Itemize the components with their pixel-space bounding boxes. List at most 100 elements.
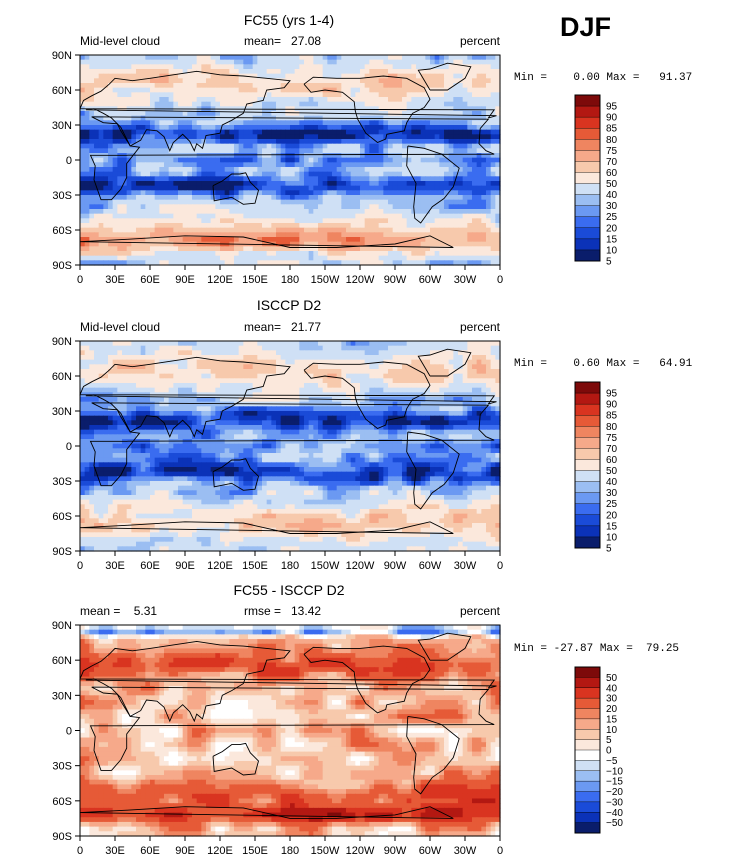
field-cell — [472, 73, 478, 79]
field-cell — [154, 364, 160, 370]
field-cell — [411, 167, 417, 173]
field-cell — [327, 78, 333, 84]
field-cell — [252, 120, 258, 126]
field-cell — [392, 237, 398, 243]
field-cell — [164, 204, 170, 210]
field-cell — [360, 369, 366, 375]
field-cell — [304, 204, 310, 210]
field-cell — [117, 341, 123, 347]
field-cell — [378, 120, 384, 126]
field-cell — [94, 260, 100, 266]
field-cell — [168, 185, 174, 191]
field-cell — [126, 369, 132, 375]
field-cell — [364, 78, 370, 84]
field-cell — [439, 139, 445, 145]
field-cell — [122, 223, 128, 229]
field-cell — [154, 73, 160, 79]
field-cell — [173, 383, 179, 389]
field-cell — [196, 129, 202, 135]
field-cell — [201, 237, 207, 243]
field-cell — [238, 199, 244, 205]
field-cell — [411, 69, 417, 75]
field-cell — [98, 218, 104, 224]
field-cell — [84, 167, 90, 173]
field-cell — [397, 251, 403, 257]
field-cell — [318, 364, 324, 370]
field-cell — [248, 157, 254, 163]
field-cell — [360, 241, 366, 247]
field-cell — [434, 78, 440, 84]
field-cell — [206, 139, 212, 145]
field-cell — [313, 355, 319, 361]
panel-fc55: FC55 (yrs 1-4) Mid-level cloud mean= 27.… — [52, 12, 692, 286]
field-cell — [481, 251, 487, 257]
field-cell — [122, 78, 128, 84]
field-cell — [439, 64, 445, 70]
field-cell — [80, 176, 86, 182]
field-cell — [467, 241, 473, 247]
field-cell — [448, 373, 454, 379]
field-cell — [388, 92, 394, 98]
field-cell — [397, 255, 403, 261]
field-cell — [187, 227, 193, 233]
field-cell — [238, 64, 244, 70]
field-cell — [266, 237, 272, 243]
field-cell — [360, 59, 366, 65]
field-cell — [201, 129, 207, 135]
field-cell — [238, 227, 244, 233]
field-cell — [364, 369, 370, 375]
field-cell — [178, 355, 184, 361]
field-cell — [178, 369, 184, 375]
field-cell — [201, 190, 207, 196]
field-cell — [453, 69, 459, 75]
field-cell — [388, 350, 394, 356]
field-cell — [187, 195, 193, 201]
field-cell — [322, 162, 328, 168]
field-cell — [285, 241, 291, 247]
field-cell — [89, 218, 95, 224]
field-cell — [126, 162, 132, 168]
field-cell — [388, 378, 394, 384]
field-cell — [257, 345, 263, 351]
field-cell — [168, 120, 174, 126]
field-cell — [257, 199, 263, 205]
field-cell — [285, 162, 291, 168]
field-cell — [308, 213, 314, 219]
field-cell — [234, 55, 240, 61]
field-cell — [420, 260, 426, 266]
field-cell — [248, 153, 254, 159]
field-cell — [271, 359, 277, 365]
field-cell — [103, 345, 109, 351]
field-cell — [402, 139, 408, 145]
field-cell — [215, 134, 221, 140]
field-cell — [290, 69, 296, 75]
field-cell — [406, 185, 412, 191]
field-cell — [313, 87, 319, 93]
field-cell — [495, 345, 501, 351]
field-cell — [416, 190, 422, 196]
field-cell — [154, 350, 160, 356]
field-cell — [439, 227, 445, 233]
field-cell — [271, 69, 277, 75]
field-cell — [346, 345, 352, 351]
field-cell — [462, 190, 468, 196]
field-cell — [112, 190, 118, 196]
field-cell — [94, 143, 100, 149]
field-cell — [355, 204, 361, 210]
field-cell — [271, 139, 277, 145]
field-cell — [94, 83, 100, 89]
field-cell — [458, 64, 464, 70]
field-cell — [290, 373, 296, 379]
field-cell — [294, 120, 300, 126]
field-cell — [336, 125, 342, 131]
field-cell — [486, 171, 492, 177]
field-cell — [383, 87, 389, 93]
field-cell — [257, 83, 263, 89]
field-cell — [280, 83, 286, 89]
field-cell — [234, 101, 240, 107]
panel-units: percent — [460, 320, 501, 334]
field-cell — [164, 97, 170, 103]
field-cell — [98, 213, 104, 219]
field-cell — [430, 134, 436, 140]
field-cell — [150, 115, 156, 121]
